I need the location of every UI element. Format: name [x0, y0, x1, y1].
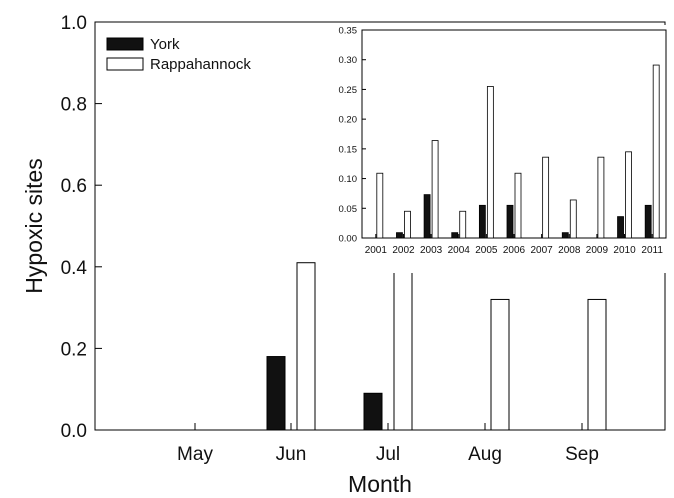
x-tick-label: Jun: [276, 444, 307, 465]
inset-bar-york-2006: [506, 204, 514, 239]
inset-bar-rappahannock-2011: [652, 64, 660, 239]
legend-swatch-york: [106, 37, 144, 51]
inset-y-tick-label: 0.00: [339, 234, 358, 245]
inset-x-tick-label: 2004: [448, 245, 471, 256]
inset-y-tick-label: 0.05: [339, 204, 358, 215]
inset-bar-rappahannock-2008: [569, 199, 577, 239]
x-tick-label: Aug: [468, 444, 502, 465]
inset-bar-york-2005: [478, 204, 486, 239]
inset-x-tick-label: 2001: [365, 245, 388, 256]
inset-bar-rappahannock-2005: [486, 86, 494, 239]
inset-bar-rappahannock-2001: [376, 172, 384, 239]
y-axis-title: Hypoxic sites: [21, 158, 47, 293]
inset-x-tick-label: 2003: [420, 245, 443, 256]
inset-x-tick-label: 2005: [475, 245, 498, 256]
inset-bar-york-2003: [423, 194, 431, 239]
bar-york-jun: [266, 356, 286, 431]
legend-label-rappahannock: Rappahannock: [150, 56, 251, 73]
inset-x-tick-label: 2008: [558, 245, 581, 256]
x-tick-label: May: [177, 444, 213, 465]
x-axis-title: Month: [348, 471, 412, 497]
inset-bar-rappahannock-2002: [404, 210, 411, 239]
inset-y-tick-label: 0.30: [339, 55, 358, 66]
inset-x-tick-label: 2009: [586, 245, 609, 256]
bar-york-jul: [363, 392, 383, 431]
inset-bar-york-2002: [396, 232, 403, 239]
inset-bar-york-2008: [561, 232, 569, 239]
bar-rappahannock-jul: [393, 262, 413, 431]
legend-label-york: York: [150, 36, 180, 53]
bar-rappahannock-aug: [490, 298, 510, 431]
inset-y-tick-label: 0.10: [339, 174, 358, 185]
inset-x-tick-label: 2002: [392, 245, 415, 256]
bar-rappahannock-sep: [587, 298, 607, 431]
inset-bar-rappahannock-2010: [625, 151, 632, 239]
inset-y-tick-label: 0.15: [339, 144, 358, 155]
inset-y-tick-label: 0.25: [339, 85, 358, 96]
y-tick-label: 0.0: [61, 421, 87, 442]
x-tick-label: Jul: [376, 444, 400, 465]
inset-y-tick-label: 0.35: [339, 26, 358, 37]
inset-x-tick-label: 2011: [641, 245, 663, 256]
inset-bar-york-2004: [451, 232, 459, 239]
inset-x-tick-label: 2006: [503, 245, 526, 256]
inset-bar-rappahannock-2007: [542, 156, 550, 239]
inset-y-tick-label: 0.20: [339, 115, 358, 126]
inset-bar-york-2010: [617, 216, 624, 239]
inset-bar-rappahannock-2004: [459, 210, 467, 239]
x-tick-label: Sep: [565, 444, 599, 465]
y-tick-label: 1.0: [61, 13, 87, 34]
legend-swatch-rappahannock: [106, 57, 144, 71]
y-tick-label: 0.6: [61, 176, 87, 197]
bar-rappahannock-jun: [296, 262, 316, 431]
y-tick-label: 0.2: [61, 339, 87, 360]
inset-bar-york-2011: [644, 204, 652, 239]
inset-bar-rappahannock-2006: [514, 172, 522, 239]
inset-bar-rappahannock-2003: [431, 140, 439, 239]
y-tick-label: 0.8: [61, 95, 87, 116]
inset-x-tick-label: 2010: [613, 245, 636, 256]
inset-bar-rappahannock-2009: [597, 156, 605, 239]
inset-x-tick-label: 2007: [531, 245, 554, 256]
y-tick-label: 0.4: [61, 258, 88, 279]
